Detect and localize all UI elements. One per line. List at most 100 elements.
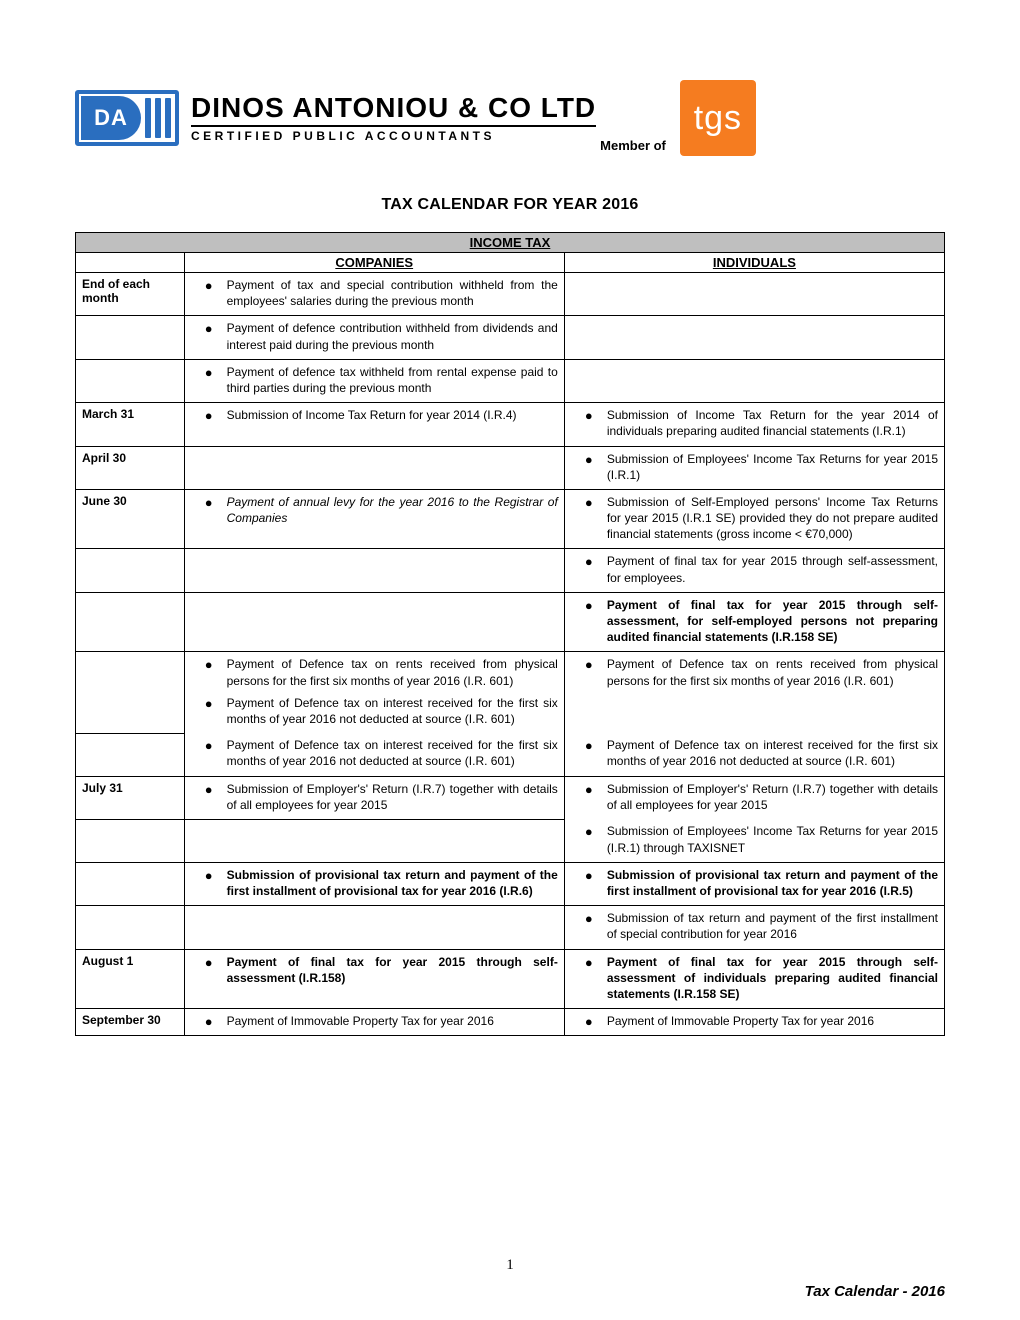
date-cell	[76, 359, 185, 402]
company-logo-text: DINOS ANTONIOU & CO LTD CERTIFIED PUBLIC…	[191, 94, 596, 142]
table-row: July 31●Submission of Employer's' Return…	[76, 776, 945, 819]
companies-cell: ●Payment of defence contribution withhel…	[184, 316, 564, 359]
bullet-item: ●Payment of final tax for year 2015 thro…	[571, 597, 938, 646]
bullet-item: ●Payment of Defence tax on rents receive…	[571, 656, 938, 688]
bullet-item: ●Payment of final tax for year 2015 thro…	[571, 954, 938, 1003]
table-row: ●Payment of final tax for year 2015 thro…	[76, 592, 945, 652]
company-subtitle: CERTIFIED PUBLIC ACCOUNTANTS	[191, 125, 596, 142]
bullet-item: ●Payment of Defence tax on interest rece…	[191, 737, 558, 769]
table-row: March 31●Submission of Income Tax Return…	[76, 403, 945, 446]
companies-cell: ●Payment of final tax for year 2015 thro…	[184, 949, 564, 1009]
individuals-cell: ●Submission of Self-Employed persons' In…	[564, 489, 944, 549]
bullet-text: Submission of provisional tax return and…	[227, 867, 558, 899]
date-cell	[76, 819, 185, 862]
bullet-text: Submission of Employer's' Return (I.R.7)…	[607, 781, 938, 813]
table-row: ●Payment of defence tax withheld from re…	[76, 359, 945, 402]
date-cell: End of each month	[76, 273, 185, 316]
date-cell	[76, 733, 185, 776]
bullet-item: ●Submission of provisional tax return an…	[191, 867, 558, 899]
bullet-text: Submission of Employer's' Return (I.R.7)…	[227, 781, 558, 813]
bullet-text: Payment of final tax for year 2015 throu…	[607, 553, 938, 585]
companies-cell: ●Payment of Immovable Property Tax for y…	[184, 1009, 564, 1036]
bullet-item: ●Payment of final tax for year 2015 thro…	[571, 553, 938, 585]
bullet-icon: ●	[571, 407, 607, 439]
bullet-text: Payment of Immovable Property Tax for ye…	[607, 1013, 938, 1029]
date-cell	[76, 862, 185, 905]
individuals-cell: ●Payment of Defence tax on interest rece…	[564, 733, 944, 776]
table-row: ●Submission of Employees' Income Tax Ret…	[76, 819, 945, 862]
bullet-icon: ●	[571, 553, 607, 585]
bullet-text: Submission of provisional tax return and…	[607, 867, 938, 899]
companies-cell: ●Payment of tax and special contribution…	[184, 273, 564, 316]
bullet-item: ●Payment of Immovable Property Tax for y…	[191, 1013, 558, 1029]
bullet-text: Payment of tax and special contribution …	[227, 277, 558, 309]
individuals-cell: ●Submission of tax return and payment of…	[564, 906, 944, 949]
companies-cell	[184, 446, 564, 489]
bullet-text: Submission of Employees' Income Tax Retu…	[607, 451, 938, 483]
table-row: ●Submission of provisional tax return an…	[76, 862, 945, 905]
table-row: June 30●Payment of annual levy for the y…	[76, 489, 945, 549]
bullet-item: ●Payment of defence contribution withhel…	[191, 320, 558, 352]
bullet-text: Submission of Income Tax Return for year…	[227, 407, 558, 423]
bullet-icon: ●	[191, 1013, 227, 1029]
bullet-icon: ●	[191, 656, 227, 688]
bullet-icon: ●	[191, 867, 227, 899]
page-title: TAX CALENDAR FOR YEAR 2016	[75, 196, 945, 214]
bullet-icon: ●	[191, 954, 227, 986]
table-row: End of each month●Payment of tax and spe…	[76, 273, 945, 316]
bullet-text: Payment of defence tax withheld from ren…	[227, 364, 558, 396]
date-cell: August 1	[76, 949, 185, 1009]
companies-cell: ●Payment of Defence tax on rents receive…	[184, 652, 564, 733]
bullet-text: Payment of final tax for year 2015 throu…	[607, 954, 938, 1003]
individuals-cell: ●Payment of final tax for year 2015 thro…	[564, 592, 944, 652]
table-row: ●Payment of final tax for year 2015 thro…	[76, 549, 945, 592]
income-tax-header: INCOME TAX	[76, 233, 945, 253]
table-row: ●Payment of defence contribution withhel…	[76, 316, 945, 359]
bullet-text: Submission of tax return and payment of …	[607, 910, 938, 942]
companies-column-header: COMPANIES	[184, 253, 564, 273]
companies-cell	[184, 549, 564, 592]
date-cell: June 30	[76, 489, 185, 549]
bullet-icon: ●	[571, 954, 607, 1003]
companies-cell	[184, 906, 564, 949]
individuals-cell: ●Submission of Employees' Income Tax Ret…	[564, 819, 944, 862]
individuals-cell	[564, 273, 944, 316]
bullet-item: ●Payment of Defence tax on rents receive…	[191, 656, 558, 688]
date-cell: April 30	[76, 446, 185, 489]
bullet-item: ●Submission of provisional tax return an…	[571, 867, 938, 899]
individuals-cell: ●Submission of Employer's' Return (I.R.7…	[564, 776, 944, 819]
company-logo: DA DINOS ANTONIOU & CO LTD CERTIFIED PUB…	[75, 90, 596, 146]
bullet-text: Payment of final tax for year 2015 throu…	[227, 954, 558, 986]
bullet-icon: ●	[571, 451, 607, 483]
company-name: DINOS ANTONIOU & CO LTD	[191, 94, 596, 122]
bullet-text: Submission of Employees' Income Tax Retu…	[607, 823, 938, 855]
bullet-text: Submission of Self-Employed persons' Inc…	[607, 494, 938, 543]
bullet-text: Payment of Defence tax on rents received…	[607, 656, 938, 688]
companies-cell: ●Submission of Employer's' Return (I.R.7…	[184, 776, 564, 819]
header-logos: DA DINOS ANTONIOU & CO LTD CERTIFIED PUB…	[75, 80, 945, 156]
bullet-text: Payment of annual levy for the year 2016…	[227, 494, 558, 526]
companies-cell: ●Payment of annual levy for the year 201…	[184, 489, 564, 549]
bullet-text: Payment of defence contribution withheld…	[227, 320, 558, 352]
footer-title: Tax Calendar - 2016	[805, 1283, 945, 1300]
bullet-icon: ●	[571, 597, 607, 646]
bullet-icon: ●	[571, 494, 607, 543]
bullet-icon: ●	[191, 320, 227, 352]
bullet-item: ●Payment of annual levy for the year 201…	[191, 494, 558, 526]
date-cell: September 30	[76, 1009, 185, 1036]
companies-cell: ●Submission of Income Tax Return for yea…	[184, 403, 564, 446]
bullet-text: Payment of Immovable Property Tax for ye…	[227, 1013, 558, 1029]
table-row: April 30 ●Submission of Employees' Income…	[76, 446, 945, 489]
date-cell	[76, 549, 185, 592]
page-number: 1	[0, 1257, 1020, 1274]
bullet-item: ●Submission of tax return and payment of…	[571, 910, 938, 942]
companies-cell	[184, 592, 564, 652]
individuals-cell: ●Payment of final tax for year 2015 thro…	[564, 949, 944, 1009]
date-column-header	[76, 253, 185, 273]
table-row: August 1●Payment of final tax for year 2…	[76, 949, 945, 1009]
companies-cell: ●Payment of defence tax withheld from re…	[184, 359, 564, 402]
bullet-text: Payment of final tax for year 2015 throu…	[607, 597, 938, 646]
bullet-icon: ●	[191, 407, 227, 423]
bullet-item: ●Payment of tax and special contribution…	[191, 277, 558, 309]
companies-cell: ●Payment of Defence tax on interest rece…	[184, 733, 564, 776]
